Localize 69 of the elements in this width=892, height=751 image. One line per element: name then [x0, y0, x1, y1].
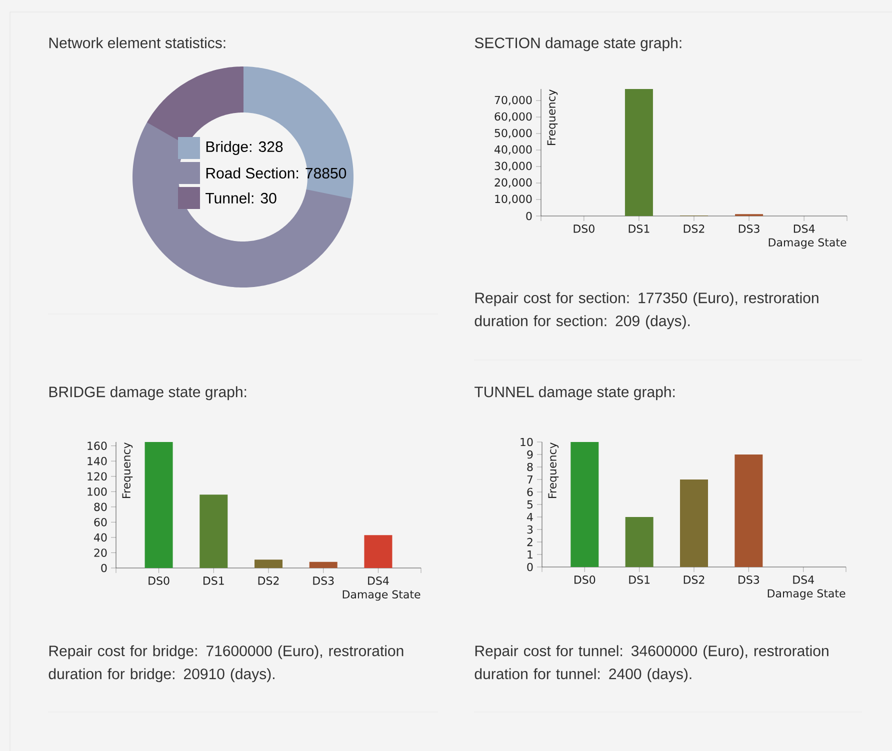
y-tick-label: 10,000	[495, 194, 532, 204]
y-tick-label: 6	[527, 488, 533, 496]
bar	[570, 442, 599, 567]
y-tick-label: 70,000	[494, 96, 532, 106]
text: Repair cost for bridge: 71600000 (Euro), restroration duration for bridge: 20910 (days).	[48, 645, 404, 682]
y-tick-label: 50,000	[494, 128, 532, 138]
x-tick-label: DS2	[684, 224, 704, 233]
text: Repair cost for tunnel: 34600000 (Euro), restroration duration for tunnel: 2400 (days).	[474, 645, 828, 682]
x-tick-label: DS3	[313, 576, 334, 585]
bar	[144, 442, 173, 568]
y-tick-label: 9	[527, 450, 533, 459]
y-tick-label: 20,000	[494, 178, 532, 188]
bar	[625, 516, 654, 567]
y-axis-title: Frequency	[547, 90, 558, 145]
chart-title: SECTION damage state graph:	[474, 37, 682, 52]
y-tick-label: 0	[526, 212, 532, 220]
x-tick-label: DS3	[738, 576, 760, 584]
y-tick-label: 30,000	[494, 162, 532, 172]
x-tick-label: DS1	[629, 576, 650, 584]
text: Repair cost for section: 177350 (Euro), restroration duration for section: 209 (days).	[474, 292, 818, 330]
y-tick-label: 160	[88, 442, 107, 450]
x-tick-label: DS4	[368, 576, 389, 585]
x-tick-label: DS2	[684, 576, 704, 584]
y-tick-label: 5	[527, 500, 533, 509]
bar	[364, 535, 392, 568]
y-axis-title: Frequency	[548, 442, 559, 498]
x-axis-title: Damage State	[768, 589, 846, 600]
x-tick-label: DS0	[148, 576, 170, 585]
y-tick-label: 20	[94, 548, 107, 557]
chart-title: Network element statistics:	[49, 37, 226, 48]
y-tick-label: 60	[94, 518, 107, 526]
x-axis-title: Damage State	[342, 590, 420, 601]
x-axis-title: Damage State	[768, 238, 846, 249]
x-tick-label: DS1	[204, 576, 224, 585]
x-tick-label: DS1	[628, 224, 650, 233]
y-tick-label: 10	[520, 438, 533, 446]
chart-title: TUNNEL damage state graph:	[474, 386, 675, 400]
y-tick-label: 120	[88, 472, 107, 481]
y-tick-label: 40	[94, 533, 107, 542]
x-tick-label: DS2	[258, 576, 279, 585]
bar	[734, 454, 763, 567]
y-tick-label: 0	[101, 564, 107, 572]
y-tick-label: 100	[88, 487, 107, 496]
x-tick-label: DS4	[793, 576, 814, 584]
legend-label: Tunnel: 30	[206, 192, 276, 204]
y-tick-label: 1	[528, 550, 532, 559]
bar	[200, 494, 228, 568]
y-tick-label: 4	[527, 512, 533, 522]
x-tick-label: DS4	[794, 224, 815, 233]
bar	[309, 562, 338, 568]
legend-label: Bridge: 328	[206, 141, 283, 155]
y-tick-label: 80	[94, 502, 107, 512]
bar	[624, 89, 653, 216]
y-tick-label: 60,000	[494, 112, 532, 122]
bar	[254, 560, 283, 568]
chart-title: BRIDGE damage state graph:	[49, 386, 246, 400]
y-tick-label: 8	[527, 462, 533, 472]
x-tick-label: DS3	[738, 224, 760, 233]
x-tick-label: DS0	[574, 224, 594, 233]
y-tick-label: 140	[88, 456, 107, 466]
y-tick-label: 2	[527, 538, 532, 546]
bar	[680, 479, 708, 567]
x-tick-label: DS0	[574, 576, 596, 584]
y-tick-label: 0	[527, 562, 533, 572]
y-axis-title: Frequency	[122, 442, 133, 498]
y-tick-label: 3	[527, 525, 533, 534]
y-tick-label: 40,000	[494, 145, 532, 155]
y-tick-label: 7	[527, 475, 533, 484]
legend-label: Road Section: 78850	[206, 167, 346, 178]
